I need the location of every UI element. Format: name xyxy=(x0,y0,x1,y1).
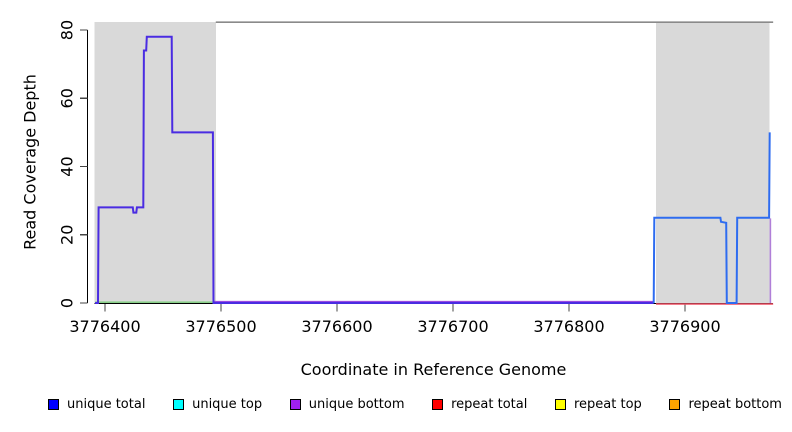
legend-label: repeat total xyxy=(451,397,528,412)
coverage-chart: 0 20 40 60 80 3776400 3776500 3776600 3776700 377… xyxy=(58,20,774,336)
x-axis-title: Coordinate in Reference Genome xyxy=(300,360,567,379)
y-tick-label: 40 xyxy=(58,156,77,176)
x-tick-label: 3776900 xyxy=(649,317,720,336)
legend-swatch-unique-total xyxy=(48,399,59,410)
legend-item-repeat-total: repeat total xyxy=(432,397,527,412)
legend-item-repeat-bottom: repeat bottom xyxy=(669,397,782,412)
shaded-region xyxy=(94,22,216,303)
chart-legend: unique total unique top unique bottom re… xyxy=(0,397,792,412)
legend-label: unique top xyxy=(192,397,263,412)
legend-label: unique total xyxy=(67,397,146,412)
legend-label: unique bottom xyxy=(308,397,405,412)
legend-item-unique-total: unique total xyxy=(48,397,145,412)
legend-label: repeat top xyxy=(574,397,642,412)
legend-item-unique-top: unique top xyxy=(173,397,262,412)
y-tick-label: 20 xyxy=(58,225,77,245)
legend-swatch-unique-top xyxy=(173,399,185,410)
legend-label: repeat bottom xyxy=(688,397,782,412)
x-tick-label: 3776600 xyxy=(301,317,372,336)
x-tick-label: 3776500 xyxy=(185,317,256,336)
legend-swatch-repeat-top xyxy=(555,399,566,410)
shaded-region xyxy=(656,23,770,303)
y-tick-label: 0 xyxy=(58,298,77,308)
y-tick-label: 80 xyxy=(58,20,77,40)
legend-item-unique-bottom: unique bottom xyxy=(289,397,405,412)
y-tick-label: 60 xyxy=(58,88,77,108)
legend-swatch-repeat-bottom xyxy=(669,399,681,410)
legend-swatch-repeat-total xyxy=(432,399,444,410)
legend-item-repeat-top: repeat top xyxy=(555,397,642,412)
x-tick-label: 3776800 xyxy=(533,317,604,336)
x-tick-label: 3776400 xyxy=(69,317,140,336)
coverage-line xyxy=(95,35,654,304)
legend-swatch-unique-bottom xyxy=(289,399,301,410)
y-axis-title: Read Coverage Depth xyxy=(20,74,40,250)
x-tick-label: 3776700 xyxy=(417,317,488,336)
coverage-line xyxy=(652,132,771,304)
